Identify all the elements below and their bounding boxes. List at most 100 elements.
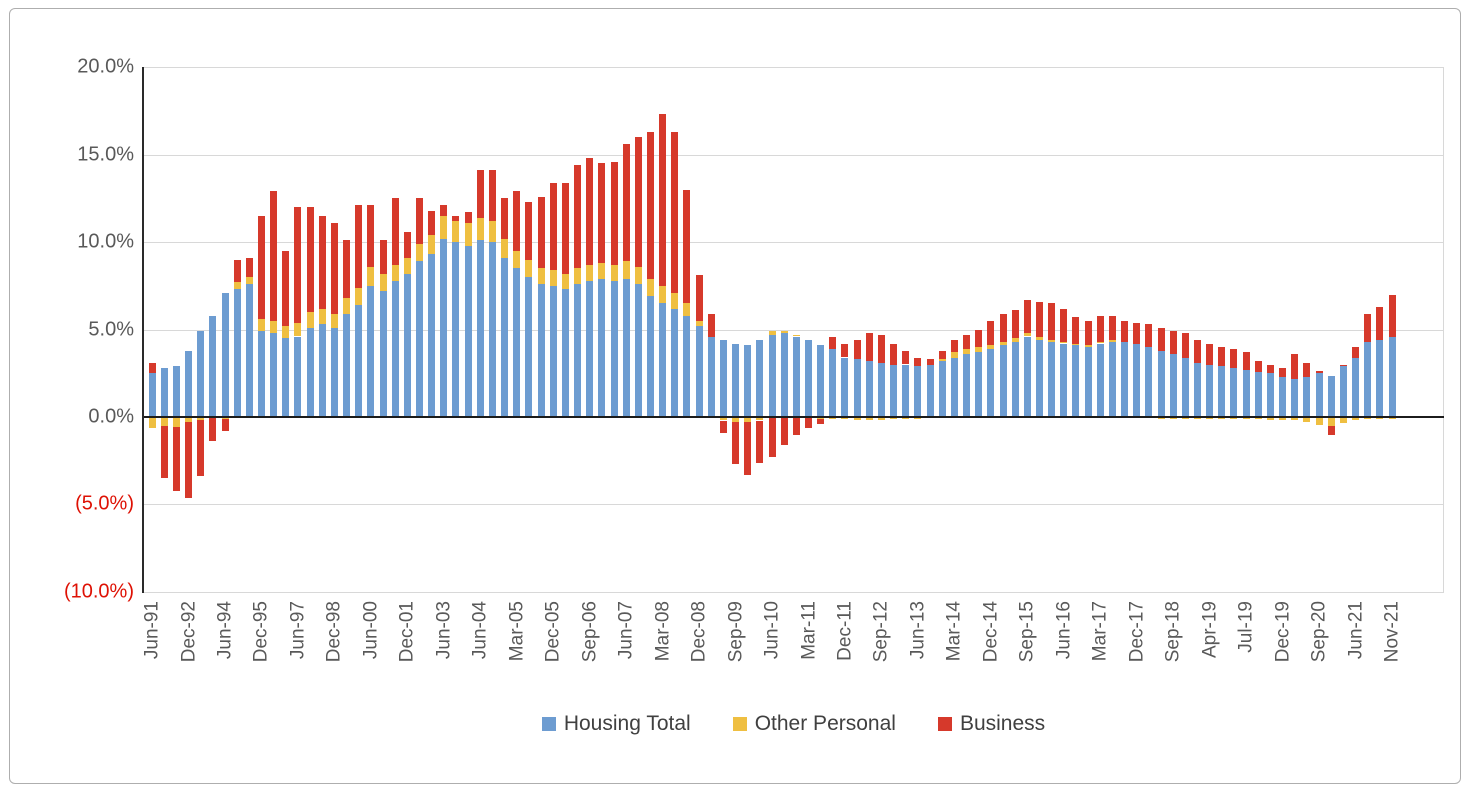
x-tick-label: Jun-94	[214, 601, 236, 660]
gridline-20pct	[143, 67, 1444, 68]
bar-slot: Jun-04	[470, 67, 491, 659]
bar-segment-business	[355, 205, 363, 288]
bar-segment-housing-total	[1230, 368, 1238, 417]
bar-segment-business	[732, 422, 740, 465]
bar-segment-housing-total	[975, 352, 983, 417]
bar-slot	[559, 67, 571, 592]
zero-axis-line	[143, 416, 1444, 418]
bar-slot: Mar-05	[506, 67, 527, 661]
bar-slot	[1070, 67, 1082, 592]
x-tick-label: Dec-19	[1272, 601, 1294, 663]
bar-segment-business	[1376, 306, 1384, 340]
bar-segment-housing-total	[318, 324, 326, 417]
bar-segment-business	[525, 201, 533, 260]
bar-segment-business	[671, 131, 679, 293]
x-tick-label: Dec-95	[250, 601, 272, 663]
bar-slot	[268, 67, 280, 592]
bar-segment-housing-total	[574, 284, 582, 417]
bar-segment-business	[148, 362, 156, 374]
bar-segment-housing-total	[756, 340, 764, 417]
bar-segment-housing-total	[646, 296, 654, 417]
bar-segment-other-personal	[1096, 341, 1104, 344]
bar-segment-business	[488, 170, 496, 221]
bar-segment-housing-total	[1108, 341, 1116, 417]
bar-segment-housing-total	[1035, 340, 1043, 417]
bar-segment-business	[343, 240, 351, 298]
bar-segment-housing-total	[1206, 364, 1214, 417]
bar-segment-housing-total	[476, 240, 484, 417]
bar-segment-housing-total	[245, 284, 253, 417]
bar-slot: Jun-07	[616, 67, 637, 659]
bar-segment-business	[841, 343, 849, 358]
bar-segment-other-personal	[403, 257, 411, 274]
bars-container: Jun-91 Dec-92 Jun-94 Dec-95 Jun-97 Dec-98 Jun-…	[142, 67, 1403, 662]
bar-segment-housing-total	[792, 336, 800, 417]
bar-segment-other-personal	[975, 347, 983, 353]
bar-segment-other-personal	[634, 266, 642, 284]
bar-slot	[705, 67, 717, 592]
bar-segment-housing-total	[1072, 345, 1080, 417]
bar-slot	[1301, 67, 1313, 592]
bar-slot	[523, 67, 535, 592]
y-tick-label: 10.0%	[77, 230, 134, 253]
bar-slot: Sep-15	[1017, 67, 1038, 662]
bar-segment-business	[1108, 315, 1116, 340]
bar-slot	[1009, 67, 1021, 592]
bar-slot: Dec-08	[689, 67, 710, 662]
bar-segment-housing-total	[1169, 354, 1177, 417]
bar-slot	[960, 67, 972, 592]
bar-slot: Dec-11	[834, 67, 855, 661]
bar-segment-business	[1254, 361, 1262, 372]
bar-segment-housing-total	[707, 336, 715, 417]
bar-slot: Sep-20	[1309, 67, 1330, 662]
bar-segment-housing-total	[1327, 375, 1335, 417]
bar-segment-business	[1181, 333, 1189, 358]
bar-segment-other-personal	[367, 266, 375, 286]
x-tick-label: Sep-06	[579, 601, 601, 663]
bar-segment-other-personal	[1339, 417, 1347, 424]
legend-item-other-personal: Other Personal	[732, 712, 896, 736]
bar-segment-other-personal	[172, 417, 180, 427]
bar-segment-other-personal	[197, 417, 205, 420]
bar-segment-other-personal	[1048, 340, 1056, 342]
bar-slot	[632, 67, 644, 592]
bar-slot	[1362, 67, 1374, 592]
bar-segment-other-personal	[488, 221, 496, 242]
bar-segment-other-personal	[1315, 417, 1323, 425]
plot-area: Jun-91 Dec-92 Jun-94 Dec-95 Jun-97 Dec-98 Jun-…	[142, 67, 1444, 662]
bar-segment-housing-total	[1303, 376, 1311, 417]
bar-slot	[158, 67, 170, 592]
bar-segment-housing-total	[877, 362, 885, 417]
bar-segment-business	[403, 231, 411, 258]
bar-segment-business	[1230, 348, 1238, 368]
bar-slot: Jun-91	[142, 67, 163, 659]
other-personal-swatch-icon	[732, 717, 747, 731]
bar-segment-business	[221, 418, 229, 431]
bar-segment-housing-total	[1315, 373, 1323, 417]
bar-segment-other-personal	[148, 417, 156, 429]
bar-segment-business	[537, 196, 545, 269]
bar-segment-other-personal	[646, 278, 654, 297]
bar-segment-other-personal	[865, 417, 873, 421]
bar-slot	[195, 67, 207, 592]
bar-segment-other-personal	[330, 313, 338, 328]
bar-segment-housing-total	[622, 278, 630, 417]
bar-segment-housing-total	[1048, 341, 1056, 417]
bar-segment-housing-total	[1145, 347, 1153, 417]
bar-segment-other-personal	[756, 417, 764, 421]
bar-segment-housing-total	[914, 366, 922, 417]
bar-segment-housing-total	[428, 254, 436, 417]
bar-slot	[863, 67, 875, 592]
x-tick-label: Mar-05	[506, 601, 528, 662]
bar-segment-housing-total	[805, 340, 813, 417]
bar-segment-business	[1157, 327, 1165, 351]
bar-segment-housing-total	[1376, 340, 1384, 417]
bar-segment-housing-total	[732, 343, 740, 417]
bar-slot	[790, 67, 802, 592]
bar-segment-housing-total	[270, 333, 278, 417]
bar-slot: Sep-18	[1163, 67, 1184, 662]
bar-segment-other-personal	[245, 277, 253, 284]
bar-segment-other-personal	[732, 417, 740, 423]
bar-segment-other-personal	[622, 261, 630, 279]
bar-segment-other-personal	[476, 217, 484, 241]
